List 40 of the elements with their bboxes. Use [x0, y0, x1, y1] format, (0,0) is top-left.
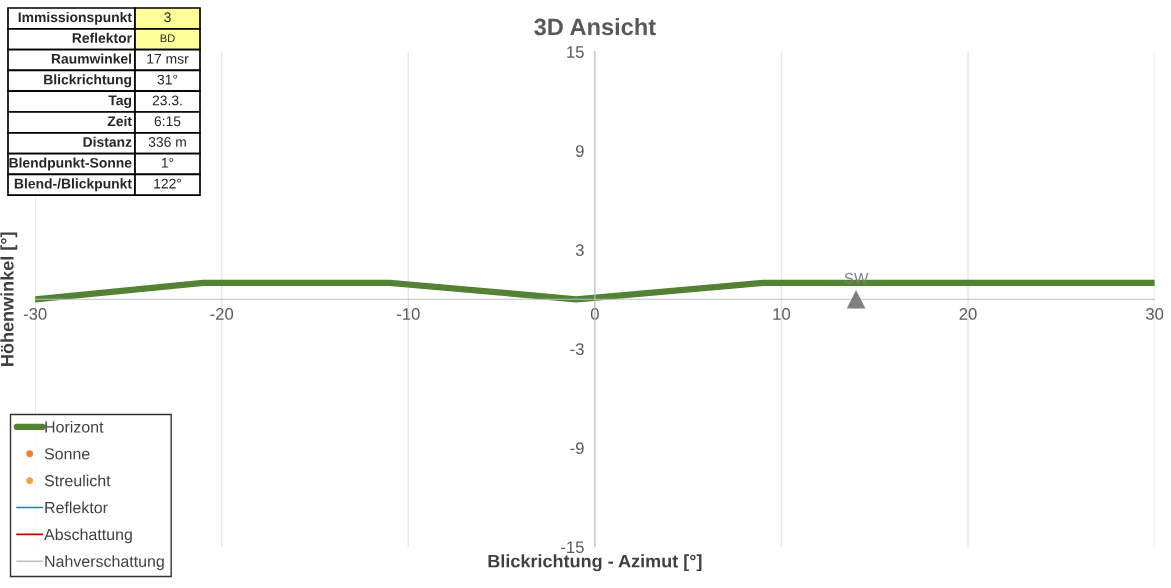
legend-label: Reflektor [45, 501, 108, 514]
annotation: Zeit [107, 115, 132, 127]
chart-title: 3D Ansicht [534, 17, 656, 36]
annotation: Blickrichtung [44, 74, 132, 88]
annotation: Blendpunkt-Sonne [9, 157, 132, 171]
x-tick-label: -10 [396, 308, 420, 320]
legend-label: Streulicht [44, 474, 111, 487]
y-tick-label: 15 [567, 46, 584, 58]
legend-label: Abschattung [44, 528, 132, 544]
y-tick-label: -3 [570, 343, 584, 355]
x-axis-title: Blickrichtung - Azimut [°] [488, 554, 702, 572]
text: Immissionspunkt [18, 11, 132, 25]
legend-label: Horizont [45, 420, 104, 433]
annotation: 336 m [148, 137, 186, 147]
annotation: 6:15 [154, 116, 181, 127]
y-axis-title: Höhenwinkel [°] [0, 232, 18, 366]
x-tick-label: 30 [1145, 308, 1164, 320]
x-tick-label: 0 [590, 308, 599, 320]
y-tick-label: -9 [570, 442, 584, 455]
x-tick-label: -30 [23, 308, 47, 320]
annotation: Blend-/Blickpunkt [14, 178, 132, 192]
x-tick-label: 20 [959, 308, 977, 320]
y-tick-label: -15 [561, 541, 584, 554]
annotation: 23.3. [152, 95, 182, 106]
legend-label: Nahverschattung [45, 555, 164, 571]
x-tick-label: -20 [210, 308, 234, 320]
y-tick-label: 3 [575, 244, 584, 256]
annotation: Raumwinkel [51, 53, 132, 64]
annotation: Tag [108, 95, 132, 109]
text: 3 [164, 12, 171, 23]
annotation: 31° [157, 74, 178, 85]
annotation: 17 msr [147, 54, 189, 64]
legend-label: Sonne [44, 448, 90, 460]
annotation: 122° [154, 178, 182, 189]
x-tick-label: 10 [773, 308, 791, 320]
annotation: Distanz [83, 136, 132, 147]
annotation: 1° [161, 157, 174, 168]
text: Reflektor [72, 32, 132, 43]
y-tick-label: 9 [575, 145, 584, 157]
text: BD [160, 34, 175, 43]
